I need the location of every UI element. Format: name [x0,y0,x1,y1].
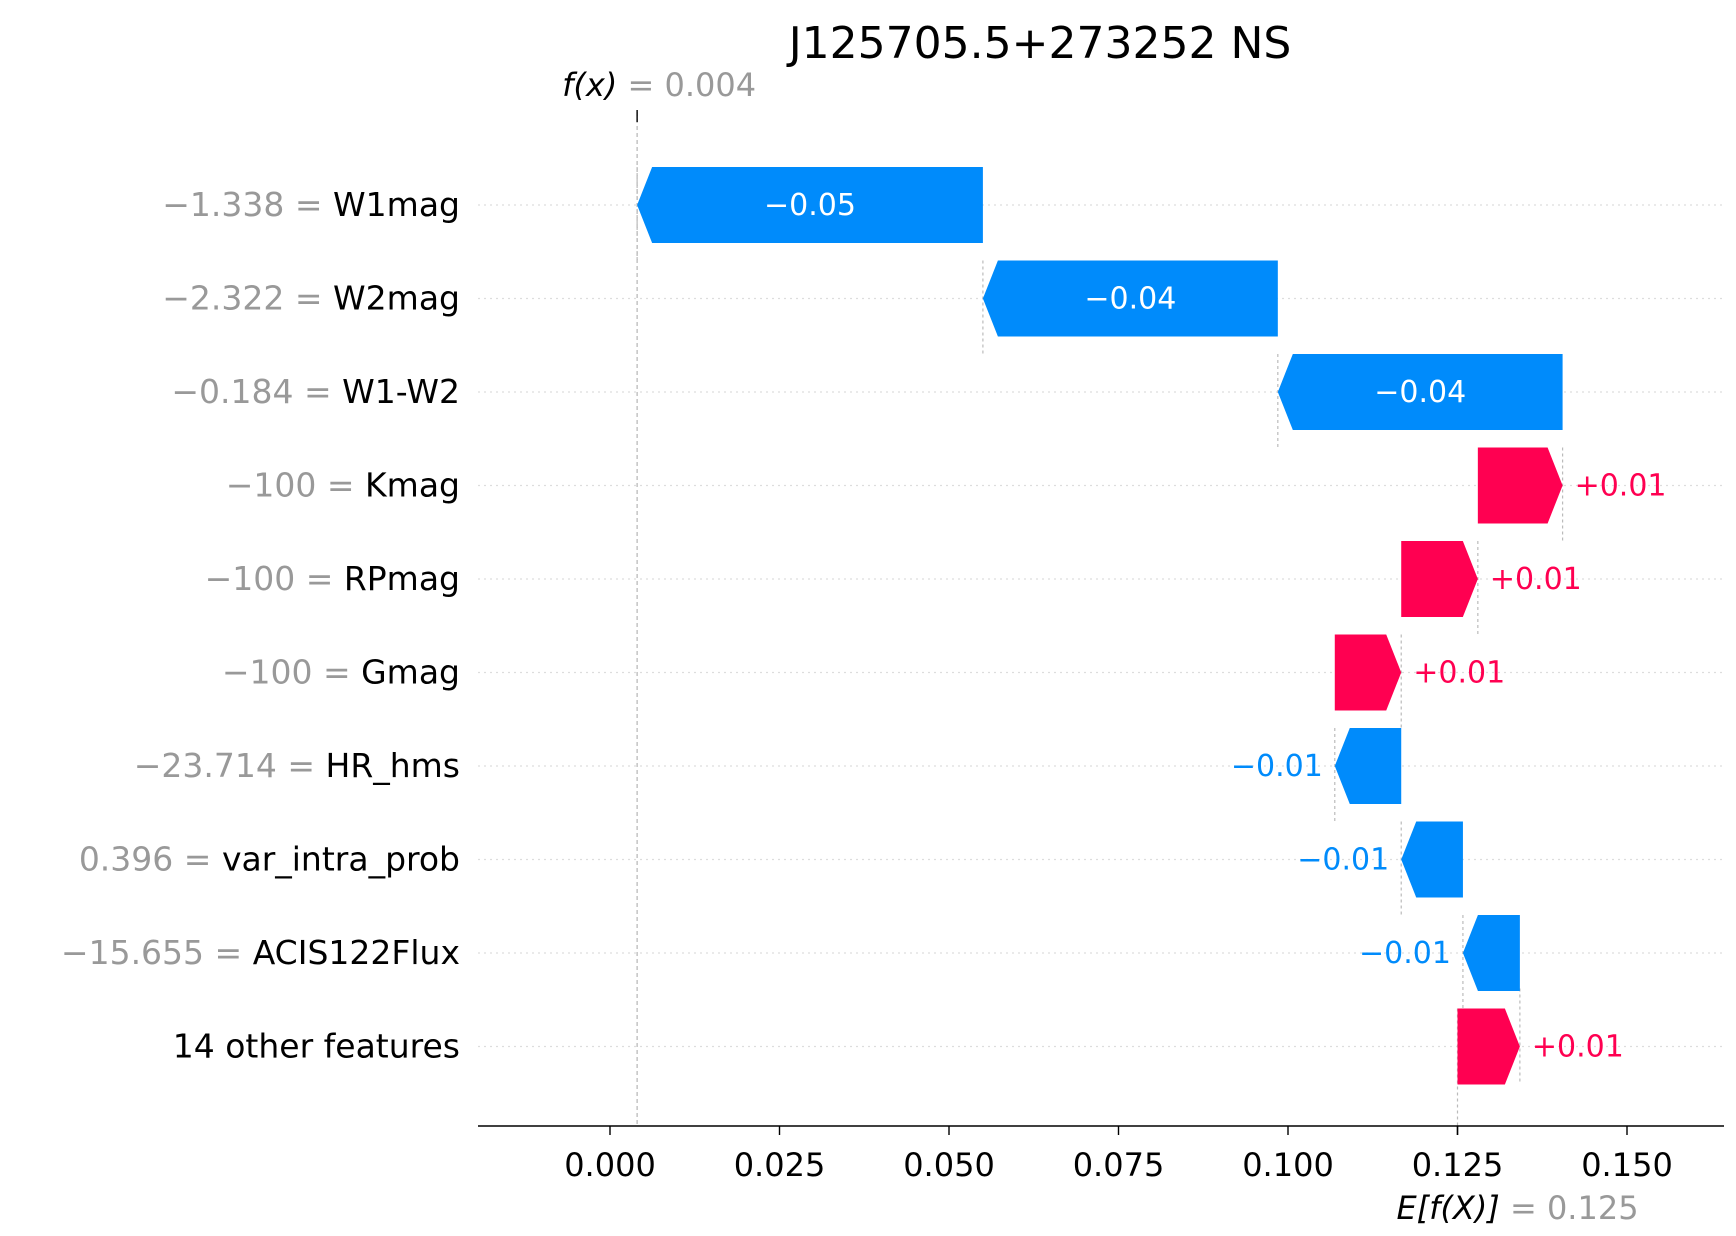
ex-label: E[f(X)] = 0.125 [1396,1189,1638,1227]
feature-name: var_intra_prob [222,840,460,879]
feature-label: −23.714 = HR_hms [134,746,460,785]
feature-name: ACIS122Flux [253,933,460,972]
feature-label: −100 = Kmag [226,466,460,505]
bar-positive [1477,447,1563,524]
feature-name: W1mag [333,185,460,224]
bar-negative [1401,821,1463,898]
bar-positive [1457,1008,1520,1085]
contribution-bars: −0.05 −0.04 −0.04 +0.01 +0.01 +0.01 −0.01 −0.01… [637,167,1667,1085]
feature-name: W2mag [333,279,460,318]
equals-sign: = [173,840,222,879]
feature-label: −2.322 = W2mag [162,279,460,318]
feature-value: −1.338 [162,185,284,224]
bar-negative [1277,354,1563,430]
contribution-label: +0.01 [1532,1030,1624,1065]
x-tick-label: 0.100 [1242,1146,1334,1184]
equals-sign: = [294,372,343,411]
bar-negative [1334,728,1402,804]
feature-value: −100 [226,466,317,505]
feature-value: −100 [205,559,296,598]
feature-value: −2.322 [162,279,284,318]
bar-negative [982,260,1278,337]
bar-positive [1334,634,1402,711]
feature-value: −15.655 [61,933,204,972]
feature-name: HR_hms [326,746,461,785]
feature-label: −0.184 = W1-W2 [171,372,460,411]
x-tick-label: 0.125 [1412,1146,1504,1184]
equals-sign: = [277,746,326,785]
bar-positive [1401,541,1478,617]
contribution-label: −0.01 [1297,843,1389,878]
feature-name: Gmag [361,653,460,692]
x-tick-label: 0.050 [903,1146,995,1184]
ex-value: = 0.125 [1500,1189,1639,1227]
contribution-label: −0.05 [764,188,856,223]
contribution-label: +0.01 [1413,656,1505,691]
fx-symbol: f(x) [562,66,617,104]
contribution-label: +0.01 [1575,469,1667,504]
feature-label: 14 other features [173,1027,460,1066]
feature-value: −0.184 [171,372,293,411]
equals-sign: = [316,466,365,505]
expected-value-annotation: E[f(X)] = 0.125 [1396,1126,1639,1227]
feature-label: −15.655 = ACIS122Flux [61,933,460,972]
contribution-label: +0.01 [1490,562,1582,597]
feature-label: −100 = RPmag [205,559,460,598]
equals-sign: = [204,933,253,972]
bar-negative [637,167,983,243]
contribution-label: −0.01 [1359,936,1451,971]
equals-sign: = [284,185,333,224]
feature-name: Kmag [365,466,460,505]
feature-labels: −1.338 = W1mag −2.322 = W2mag −0.184 = W1-… [61,185,460,1066]
x-axis: 0.000 0.025 0.050 0.075 0.100 0.125 0.150 [478,1125,1724,1184]
feature-name: 14 other features [173,1027,460,1066]
ex-symbol: E[f(X)] [1396,1189,1499,1227]
fx-annotation: f(x) = 0.004 [562,66,756,122]
x-tick-label: 0.075 [1073,1146,1165,1184]
equals-sign: = [295,559,344,598]
x-tick-label: 0.025 [734,1146,826,1184]
feature-value: −100 [222,653,313,692]
equals-sign: = [284,279,333,318]
x-tick-label: 0.150 [1581,1146,1673,1184]
feature-value: 0.396 [79,840,173,879]
contribution-label: −0.04 [1374,375,1466,410]
equals-sign: = [312,653,361,692]
x-tick-label: 0.000 [564,1146,656,1184]
contribution-label: −0.01 [1231,749,1323,784]
fx-label: f(x) = 0.004 [562,66,756,104]
chart-title: J125705.5+273252 NS [786,18,1292,69]
feature-name: RPmag [344,559,460,598]
fx-value: = 0.004 [617,66,756,104]
feature-value: −23.714 [134,746,277,785]
bar-negative [1462,915,1520,991]
contribution-label: −0.04 [1084,282,1176,317]
feature-label: −1.338 = W1mag [162,185,460,224]
feature-label: 0.396 = var_intra_prob [79,840,460,879]
feature-name: W1-W2 [342,372,460,411]
feature-label: −100 = Gmag [222,653,460,692]
